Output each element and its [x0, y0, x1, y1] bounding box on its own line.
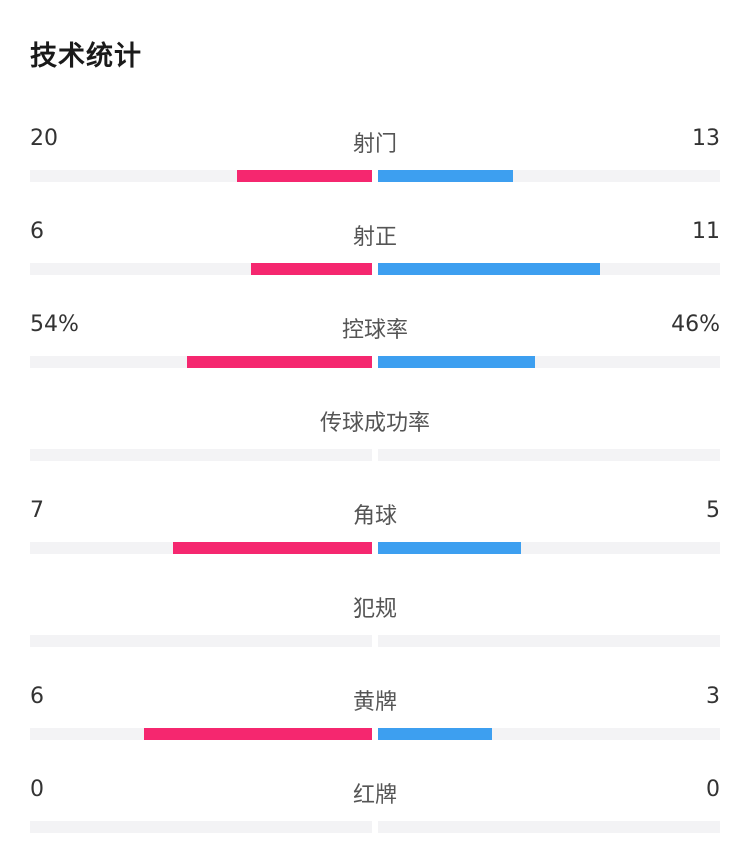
- away-bar-track: [378, 821, 720, 833]
- away-bar: [378, 356, 536, 368]
- stat-label: 犯规: [352, 597, 397, 622]
- away-bar-track: [378, 635, 720, 647]
- home-bar: [172, 542, 372, 554]
- stat-label: 黄牌: [352, 690, 397, 715]
- home-value: 6: [30, 219, 44, 244]
- away-value: 13: [692, 126, 720, 151]
- home-value: 0: [30, 777, 44, 802]
- away-bar-track: [378, 170, 720, 182]
- stat-label: 控球率: [341, 318, 408, 343]
- page-title: 技术统计: [30, 41, 142, 72]
- away-bar: [378, 542, 521, 554]
- home-bar-track: [30, 449, 372, 461]
- home-bar-track: [30, 542, 372, 554]
- home-bar: [237, 170, 372, 182]
- stat-row-corners: 7 角球 5: [0, 490, 750, 560]
- stat-row-fouls: 犯规: [0, 583, 750, 653]
- home-bar-track: [30, 263, 372, 275]
- stat-row-pass-accuracy: 传球成功率: [0, 397, 750, 467]
- stat-row-shots: 20 射门 13: [0, 118, 750, 188]
- away-value: 5: [706, 498, 720, 523]
- away-bar-track: [378, 356, 720, 368]
- stat-row-red-cards: 0 红牌 0: [0, 769, 750, 839]
- away-bar-track: [378, 449, 720, 461]
- away-value: 3: [706, 684, 720, 709]
- home-bar-track: [30, 728, 372, 740]
- home-bar: [187, 356, 372, 368]
- home-bar: [143, 728, 372, 740]
- away-bar-track: [378, 542, 720, 554]
- stat-label: 射门: [352, 132, 397, 157]
- stat-label: 红牌: [352, 783, 397, 808]
- home-bar-track: [30, 635, 372, 647]
- away-bar-track: [378, 263, 720, 275]
- home-bar: [251, 263, 372, 275]
- home-value: 6: [30, 684, 44, 709]
- away-value: 11: [692, 219, 720, 244]
- home-bar-track: [30, 821, 372, 833]
- stat-row-shots-on-target: 6 射正 11: [0, 211, 750, 281]
- home-bar-track: [30, 170, 372, 182]
- away-bar-track: [378, 728, 720, 740]
- away-bar: [378, 728, 492, 740]
- stat-label: 射正: [352, 225, 397, 250]
- away-bar: [378, 263, 601, 275]
- home-bar-track: [30, 356, 372, 368]
- away-bar: [378, 170, 513, 182]
- stat-row-yellow-cards: 6 黄牌 3: [0, 676, 750, 746]
- away-value: 46%: [671, 312, 720, 337]
- home-value: 7: [30, 498, 44, 523]
- home-value: 20: [30, 126, 58, 151]
- away-value: 0: [706, 777, 720, 802]
- stat-label: 角球: [352, 504, 397, 529]
- stat-row-possession: 54% 控球率 46%: [0, 304, 750, 374]
- stat-label: 传球成功率: [319, 411, 430, 436]
- home-value: 54%: [30, 312, 79, 337]
